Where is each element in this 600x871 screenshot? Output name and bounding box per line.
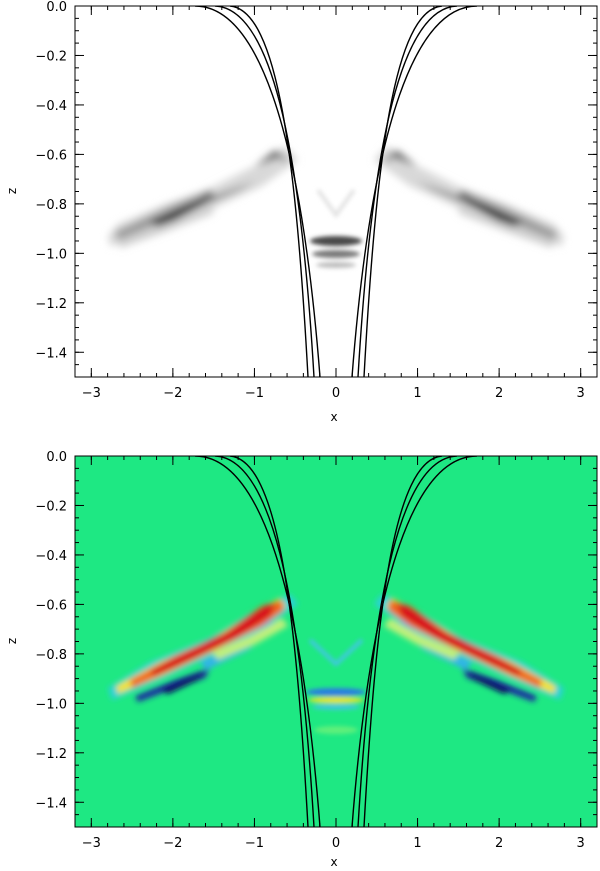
bottom-field-lines — [194, 456, 478, 827]
bottom-y-tick-label: −0.8 — [35, 648, 67, 663]
bottom-plot-area — [75, 456, 597, 827]
top-heatmap — [108, 6, 564, 377]
top-y-tick-label: −1.2 — [35, 297, 67, 312]
bottom-y-tick-label: −0.2 — [35, 499, 67, 514]
bottom-field-line-l3 — [229, 456, 309, 827]
top-x-tick-label: 1 — [413, 386, 421, 401]
bottom-x-tick-label: −3 — [82, 836, 101, 851]
top-y-tick-label: −0.6 — [35, 148, 67, 163]
top-x-tick-label: −2 — [163, 386, 182, 401]
top-y-axis-label: z — [5, 188, 19, 194]
bottom-field-line-l2 — [214, 456, 315, 827]
bottom-x-tick-label: −2 — [163, 836, 182, 851]
bottom-x-tick-label: 0 — [332, 836, 340, 851]
bottom-x-tick-label: 2 — [495, 836, 503, 851]
top-axes: −3 −2 −1 0 1 2 3 0.0 −0.2 −0.4 −0.6 −0.8 −1.0 −1.2 −1.… — [35, 0, 598, 401]
bottom-field-line-r2 — [357, 456, 458, 827]
bottom-y-tick-label: 0.0 — [46, 450, 67, 465]
bottom-panel: −3 −2 −1 0 1 2 3 0.0 −0.2 −0.4 −0.6 −0.8 −1.0 −1.2 −1.… — [5, 450, 598, 869]
top-x-tick-label: −3 — [82, 386, 101, 401]
top-y-tick-label: −0.4 — [35, 99, 67, 114]
bottom-field-line-r1 — [351, 456, 478, 827]
bottom-y-tick-label: −0.6 — [35, 598, 67, 613]
top-left-wing — [108, 146, 298, 248]
top-y-tick-label: −1.4 — [35, 346, 67, 361]
top-x-tick-label: 2 — [495, 386, 503, 401]
top-panel: −3 −2 −1 0 1 2 3 0.0 −0.2 −0.4 −0.6 −0.8 −1.0 −1.2 −1.… — [5, 0, 598, 424]
top-y-tick-label: −0.2 — [35, 49, 67, 64]
bottom-x-tick-label: 3 — [577, 836, 585, 851]
top-field-line-r1 — [351, 6, 478, 377]
top-field-line-r3 — [363, 6, 443, 377]
bottom-left-wing — [108, 594, 298, 702]
top-field-line-l3 — [229, 6, 309, 377]
top-x-tick-label: 3 — [577, 386, 585, 401]
top-central-bands — [310, 188, 362, 268]
top-x-tick-label: −1 — [245, 386, 264, 401]
bottom-x-tick-label: 1 — [413, 836, 421, 851]
bottom-y-tick-label: −1.2 — [35, 747, 67, 762]
top-y-tick-label: −1.0 — [35, 247, 67, 262]
top-field-lines — [194, 6, 478, 377]
bottom-right-wing — [374, 594, 564, 702]
bottom-axes: −3 −2 −1 0 1 2 3 0.0 −0.2 −0.4 −0.6 −0.8 −1.0 −1.2 −1.… — [35, 450, 598, 851]
top-field-line-r2 — [357, 6, 458, 377]
bottom-y-axis-label: z — [5, 638, 19, 644]
bottom-x-axis-label: x — [330, 855, 337, 869]
bottom-field-line-l1 — [194, 456, 321, 827]
top-field-line-l2 — [214, 6, 315, 377]
bottom-field-line-r3 — [363, 456, 443, 827]
top-y-tick-label: 0.0 — [46, 0, 67, 15]
top-y-tick-label: −0.8 — [35, 198, 67, 213]
top-plot-area — [75, 6, 597, 377]
top-x-tick-label: 0 — [332, 386, 340, 401]
bottom-y-tick-label: −0.4 — [35, 549, 67, 564]
top-x-axis-label: x — [330, 410, 337, 424]
bottom-central-bands — [306, 638, 366, 734]
bottom-y-tick-label: −1.0 — [35, 697, 67, 712]
top-right-wing — [374, 146, 564, 248]
bottom-x-tick-label: −1 — [245, 836, 264, 851]
bottom-heatmap — [108, 456, 564, 827]
bottom-y-tick-label: −1.4 — [35, 796, 67, 811]
top-field-line-l1 — [194, 6, 321, 377]
